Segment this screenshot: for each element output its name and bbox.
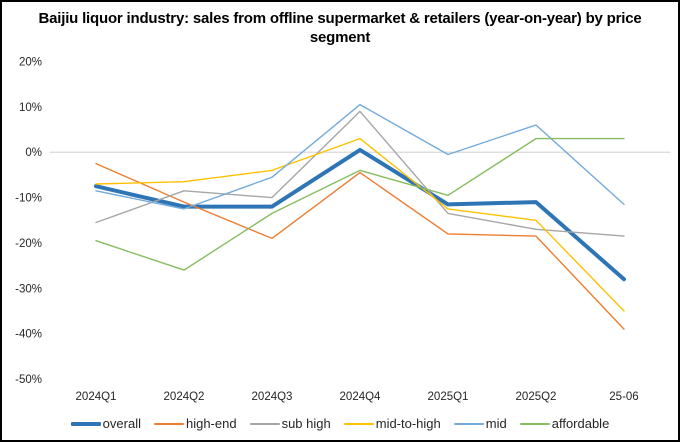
legend-swatch-affordable [519,422,550,425]
legend-label: affordable [551,416,610,431]
series-line-mid-to-high [95,137,625,312]
legend-item-mid-to-high: mid-to-high [343,416,441,431]
x-axis-tick-label: 2024Q2 [164,391,205,403]
y-axis-tick-label: -20% [15,238,42,250]
legend-label: high-end [185,416,237,431]
legend-item-overall: overall [70,416,141,431]
legend-swatch-overall [70,421,101,426]
series-line-affordable [95,137,625,271]
y-axis-tick-label: 20% [19,57,42,69]
series-line-overall [94,147,626,282]
y-axis-tick-label: 10% [19,102,42,114]
series-line-high-end [95,162,625,330]
y-axis-tick-label: 0% [25,147,42,159]
x-axis-tick-label: 25-06 [609,391,638,403]
legend-item-sub-high: sub high [249,416,331,431]
x-axis-tick-label: 2024Q1 [76,391,117,403]
x-axis-tick-label: 2025Q2 [516,391,557,403]
legend-swatch-mid-to-high [343,422,374,425]
x-axis-tick-label: 2024Q4 [340,391,382,403]
legend-swatch-mid [453,422,484,425]
legend-swatch-sub-high [249,422,280,425]
legend-label: sub high [281,416,331,431]
chart-title: Baijiu liquor industry: sales from offli… [38,10,642,46]
chart-legend: overall high-end sub high mid-to-high mid aff… [2,416,678,431]
legend-item-high-end: high-end [153,416,237,431]
legend-label: overall [102,416,141,431]
x-axis-tick-label: 2024Q3 [252,391,293,403]
y-axis-tick-label: -50% [15,374,42,386]
series-line-mid [95,103,625,210]
y-axis-tick-label: -30% [15,283,42,295]
legend-item-affordable: affordable [519,416,610,431]
legend-swatch-high-end [153,422,184,425]
y-axis-tick-label: -10% [15,193,42,205]
legend-label: mid [485,416,507,431]
series-line-sub-high [95,110,625,237]
x-axis-tick-label: 2025Q1 [428,391,469,403]
y-axis-tick-label: -40% [15,329,42,341]
legend-label: mid-to-high [375,416,441,431]
legend-item-mid: mid [453,416,507,431]
